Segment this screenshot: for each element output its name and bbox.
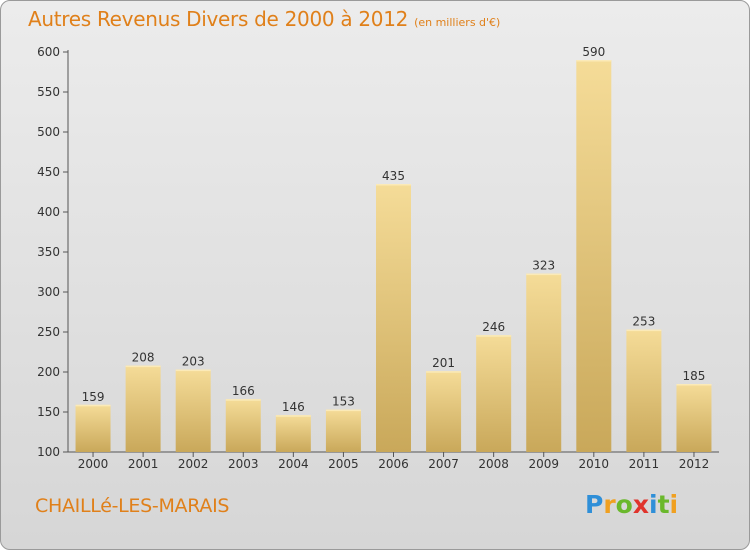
x-tick-label: 2012 xyxy=(679,457,710,471)
x-tick-label: 2000 xyxy=(78,457,109,471)
y-tick-label: 100 xyxy=(37,445,60,459)
x-tick-label: 2010 xyxy=(579,457,610,471)
bar-value-label: 435 xyxy=(382,169,405,183)
bar xyxy=(275,415,311,452)
x-tick-label: 2002 xyxy=(178,457,209,471)
bar-value-label: 208 xyxy=(132,351,155,365)
bar-top-highlight xyxy=(576,60,612,62)
y-tick-label: 500 xyxy=(37,125,60,139)
x-tick-label: 2004 xyxy=(278,457,309,471)
bar-value-label: 185 xyxy=(683,369,706,383)
bar-top-highlight xyxy=(325,409,361,412)
y-tick-label: 250 xyxy=(37,325,60,339)
bar xyxy=(125,365,161,452)
y-tick-label: 600 xyxy=(37,45,60,59)
x-tick-label: 2003 xyxy=(228,457,259,471)
y-tick-label: 350 xyxy=(37,245,60,259)
logo-letter: t xyxy=(657,490,670,519)
bar xyxy=(576,60,612,452)
bar xyxy=(426,371,462,452)
bar-top-highlight xyxy=(275,415,311,417)
y-tick-label: 400 xyxy=(37,205,60,219)
x-tick-label: 2009 xyxy=(528,457,559,471)
logo-letter: x xyxy=(632,490,649,519)
logo-letter: r xyxy=(603,490,616,519)
y-tick-label: 200 xyxy=(37,365,60,379)
bar-top-highlight xyxy=(526,273,562,276)
bar-value-label: 201 xyxy=(432,356,455,370)
bar xyxy=(325,409,361,452)
bar-value-label: 159 xyxy=(82,390,105,404)
bar xyxy=(75,404,111,452)
y-tick-label: 150 xyxy=(37,405,60,419)
bar xyxy=(676,384,712,452)
bar-top-highlight xyxy=(225,399,261,401)
chart-title: Autres Revenus Divers de 2000 à 2012 xyxy=(28,7,409,31)
x-tick-label: 2001 xyxy=(128,457,159,471)
bar xyxy=(626,329,662,452)
x-tick-label: 2011 xyxy=(629,457,660,471)
x-tick-label: 2005 xyxy=(328,457,359,471)
bar xyxy=(376,184,411,452)
logo-letter: i xyxy=(669,490,679,519)
bar-top-highlight xyxy=(476,335,512,337)
bar-top-highlight xyxy=(676,384,712,386)
bar-value-label: 146 xyxy=(282,400,305,414)
bar-value-label: 166 xyxy=(232,384,255,398)
y-tick-label: 300 xyxy=(37,285,60,299)
bar-top-highlight xyxy=(75,404,111,407)
bar-value-label: 203 xyxy=(182,355,205,369)
bar xyxy=(526,273,562,452)
bar xyxy=(225,399,261,452)
chart-subtitle: (en milliers d'€) xyxy=(414,16,501,29)
location-label: CHAILLé-LES-MARAIS xyxy=(35,495,230,517)
bar-value-label: 323 xyxy=(532,259,555,273)
bar xyxy=(175,369,211,452)
bar-top-highlight xyxy=(426,371,462,373)
bar xyxy=(476,335,512,452)
bar-value-label: 253 xyxy=(632,315,655,329)
y-tick-label: 450 xyxy=(37,165,60,179)
x-tick-label: 2006 xyxy=(378,457,409,471)
logo-letter: o xyxy=(615,490,633,519)
bar-value-label: 246 xyxy=(482,320,505,334)
logo-letter: i xyxy=(649,490,658,519)
logo-letter: P xyxy=(585,490,604,519)
bar-top-highlight xyxy=(376,184,411,186)
x-tick-label: 2008 xyxy=(478,457,509,471)
bar-value-label: 153 xyxy=(332,395,355,409)
bar-top-highlight xyxy=(175,369,211,372)
y-tick-label: 550 xyxy=(37,85,60,99)
chart-title-block: Autres Revenus Divers de 2000 à 2012 (en … xyxy=(28,7,500,31)
proxiti-logo: Proxiti xyxy=(585,490,678,519)
bar-value-label: 590 xyxy=(582,45,605,59)
bar-top-highlight xyxy=(125,365,161,368)
x-tick-label: 2007 xyxy=(428,457,459,471)
bar-top-highlight xyxy=(626,329,662,332)
